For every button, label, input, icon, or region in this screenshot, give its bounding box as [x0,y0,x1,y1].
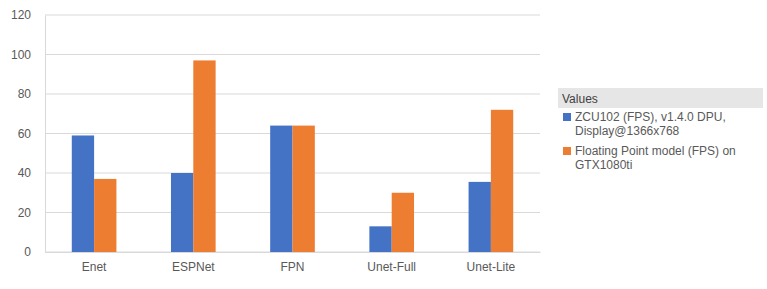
legend-item: Floating Point model (FPS) on GTX1080ti [563,144,739,172]
legend-header [558,88,763,108]
x-tick-label: FPN [281,260,305,274]
y-tick: 60 [18,127,45,141]
bar [270,126,292,252]
y-axis: 0 20 40 60 80 100 120 [11,8,46,259]
x-tick: Enet [82,252,107,274]
legend-swatch [563,147,571,155]
y-axis-line [45,16,46,253]
chart: 0 20 40 60 80 100 120 Enet ESPNet FPN Unet-Full Une… [0,0,767,289]
y-tick: 100 [11,48,45,62]
legend-swatch [563,113,571,121]
bar-series [94,60,513,252]
x-tick-label: Unet-Full [367,260,416,274]
grid-line [45,54,540,55]
grid [45,15,540,252]
grid-line [45,15,540,16]
y-tick: 0 [24,245,45,259]
legend-label: Floating Point model (FPS) on GTX1080ti [575,144,739,172]
legend-title: Values [562,92,598,106]
y-tick-label: 100 [11,48,31,62]
x-tick-label: Unet-Lite [467,260,516,274]
x-tick: Unet-Lite [467,252,516,274]
x-tick: Unet-Full [367,252,416,274]
x-tick: FPN [281,252,305,274]
y-tick-label: 80 [18,87,32,101]
bar [193,60,215,252]
y-tick-label: 20 [18,206,32,220]
legend-item: ZCU102 (FPS), v1.4.0 DPU, Display@1366x7… [563,110,729,138]
bar [369,226,391,252]
grid-line [45,94,540,95]
bar-series [72,126,491,252]
bar [72,135,94,252]
y-tick-label: 60 [18,127,32,141]
bar [491,110,513,252]
x-axis: Enet ESPNet FPN Unet-Full Unet-Lite [46,252,541,274]
x-tick: ESPNet [172,252,215,274]
y-tick: 80 [18,87,45,101]
plot: 0 20 40 60 80 100 120 Enet ESPNet FPN Unet-Full Une… [11,8,541,273]
bar [469,182,491,252]
x-axis-line [46,252,541,253]
x-tick-label: Enet [82,260,107,274]
bars [72,60,513,252]
bar [293,126,315,252]
bar [94,179,116,252]
y-tick: 20 [18,206,45,220]
y-tick-label: 40 [18,166,32,180]
y-tick: 40 [18,166,45,180]
legend: Values ZCU102 (FPS), v1.4.0 DPU, Display@… [558,88,763,172]
y-tick-label: 120 [11,8,31,22]
x-tick-label: ESPNet [172,260,215,274]
y-tick-label: 0 [24,245,31,259]
bar [392,193,414,252]
bar [171,173,193,252]
legend-label: ZCU102 (FPS), v1.4.0 DPU, Display@1366x7… [575,110,729,138]
y-tick: 120 [11,8,45,22]
